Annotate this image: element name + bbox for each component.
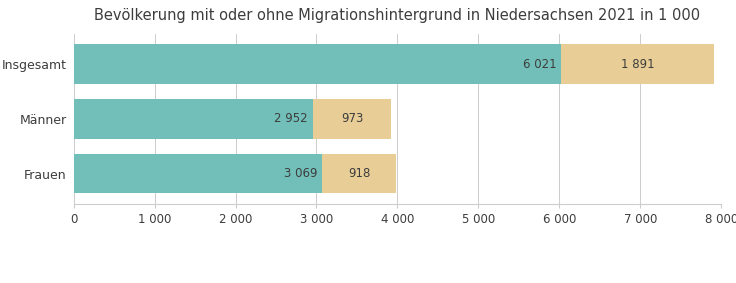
Title: Bevölkerung mit oder ohne Migrationshintergrund in Niedersachsen 2021 in 1 000: Bevölkerung mit oder ohne Migrationshint… — [94, 8, 701, 23]
Bar — [74, 99, 313, 139]
Text: 3 069: 3 069 — [283, 167, 317, 180]
Bar — [561, 44, 714, 84]
Bar — [322, 154, 397, 193]
Text: 2 952: 2 952 — [274, 112, 308, 125]
Bar — [74, 44, 561, 84]
Text: 1 891: 1 891 — [620, 57, 654, 70]
Text: 918: 918 — [348, 167, 370, 180]
Text: 6 021: 6 021 — [523, 57, 556, 70]
Bar — [313, 99, 392, 139]
Bar — [74, 154, 322, 193]
Text: 973: 973 — [341, 112, 363, 125]
